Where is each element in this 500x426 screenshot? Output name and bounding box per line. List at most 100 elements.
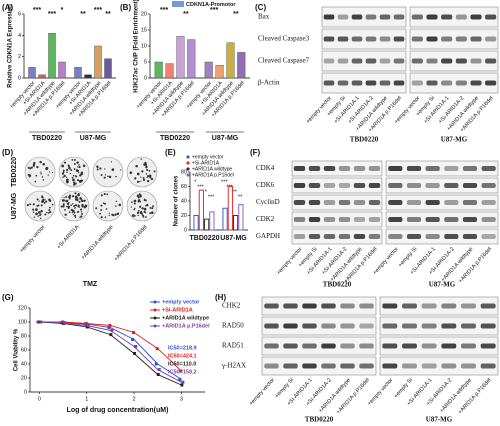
- y-tick-label: 20: [21, 375, 27, 381]
- colony: [70, 204, 72, 207]
- x-tick-label: 1: [85, 396, 88, 402]
- legend-label: +Si-ARID1A: [162, 307, 193, 313]
- y-axis-label: Number of clones: [174, 175, 180, 226]
- band: [293, 183, 306, 188]
- bar: [238, 204, 244, 231]
- colony: [62, 203, 65, 206]
- colony: [67, 202, 70, 204]
- bar: [154, 61, 163, 79]
- band: [340, 343, 355, 349]
- point: [134, 345, 138, 348]
- row-label: CDK4: [256, 164, 275, 172]
- band: [382, 363, 398, 369]
- colony: [105, 208, 108, 210]
- blot-frame: [291, 211, 383, 228]
- band: [382, 303, 398, 309]
- band: [337, 58, 349, 64]
- panel-label: (C): [255, 3, 266, 12]
- band: [264, 323, 279, 329]
- row-label: RAD51: [222, 342, 244, 350]
- y-tick-label: 6: [18, 11, 21, 17]
- band: [323, 200, 336, 205]
- y-tick-label: 0: [18, 75, 21, 81]
- y-axis-label: H3K27ac ChIP (Fold Enrichment): [134, 0, 140, 93]
- band: [323, 234, 336, 239]
- colony: [27, 173, 30, 176]
- band: [321, 323, 336, 329]
- lane-label: +Si-ARID1A: [56, 224, 81, 250]
- treatment-label: TMZ: [83, 281, 98, 288]
- band: [393, 36, 405, 42]
- band: [382, 323, 398, 329]
- colony: [32, 203, 35, 206]
- colony: [71, 159, 74, 161]
- band: [425, 217, 440, 222]
- colony: [69, 172, 71, 175]
- colony: [144, 211, 147, 214]
- significance: *: [61, 7, 64, 14]
- well: [24, 156, 56, 188]
- band: [480, 323, 496, 329]
- band: [388, 234, 403, 239]
- colony: [100, 194, 103, 197]
- significance: **: [80, 11, 86, 18]
- colony: [143, 207, 147, 211]
- band: [393, 14, 405, 20]
- legend-label: +ARID1A wildtype: [162, 315, 209, 321]
- colony: [26, 203, 29, 207]
- blot-frame: [291, 228, 383, 245]
- ic50-label: IC50=424.1: [168, 353, 197, 359]
- ic50-label: IC50=218.9: [168, 345, 197, 351]
- colony: [34, 180, 37, 183]
- colony: [141, 214, 144, 217]
- band: [368, 234, 381, 239]
- group-label: TBD0220: [323, 281, 352, 289]
- colony: [75, 196, 78, 199]
- significance: ***: [48, 11, 56, 18]
- significance: *: [205, 189, 208, 195]
- y-tick-label: 15: [141, 27, 147, 33]
- band: [323, 58, 335, 64]
- band: [406, 234, 422, 239]
- y-tick-label: 60: [21, 347, 27, 353]
- bar: [204, 218, 210, 231]
- colony: [100, 209, 103, 212]
- colony: [73, 205, 75, 208]
- band: [338, 217, 351, 222]
- band: [308, 234, 321, 239]
- band: [481, 200, 496, 205]
- band: [302, 343, 317, 349]
- colony: [68, 194, 72, 197]
- lane-label: +empty vector: [367, 377, 395, 407]
- band: [359, 363, 374, 369]
- blot-frame: [409, 50, 499, 72]
- y-tick-label: 2: [18, 54, 21, 60]
- colony: [67, 207, 70, 210]
- bar: [233, 215, 239, 231]
- band: [455, 58, 467, 64]
- y-tick-label: 60: [181, 184, 187, 190]
- colony: [62, 176, 64, 178]
- y-tick-label: 5: [144, 59, 147, 65]
- colony: [80, 208, 82, 210]
- band: [421, 323, 437, 329]
- colony: [103, 176, 106, 179]
- colony: [74, 192, 77, 195]
- bar: [38, 74, 46, 79]
- legend-swatch: [172, 1, 184, 7]
- colony: [78, 206, 81, 208]
- group-label: TBD0220: [305, 416, 334, 424]
- colony: [139, 205, 142, 208]
- colony: [49, 199, 52, 203]
- colony: [146, 176, 148, 179]
- colony: [96, 165, 99, 168]
- bar: [58, 61, 66, 79]
- ic50-label: IC50=158.2: [168, 369, 197, 375]
- band: [323, 166, 336, 171]
- legend-label: +empty vector: [162, 299, 200, 305]
- colony: [51, 171, 54, 173]
- band: [406, 183, 422, 188]
- band: [283, 343, 298, 349]
- blot-frame: [385, 160, 499, 177]
- significance: **: [233, 189, 238, 195]
